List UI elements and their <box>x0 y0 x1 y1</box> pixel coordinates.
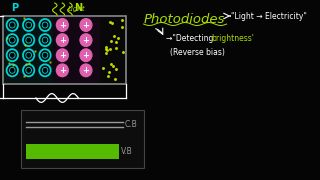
Text: +: + <box>83 21 90 30</box>
Text: +: + <box>59 51 66 60</box>
Text: Photodiodes: Photodiodes <box>144 13 225 26</box>
Circle shape <box>39 64 51 76</box>
Text: C.B: C.B <box>125 120 137 129</box>
Circle shape <box>56 48 69 62</box>
Text: "Light → Electricity": "Light → Electricity" <box>231 12 307 21</box>
Text: brightness': brightness' <box>212 33 254 42</box>
Text: +: + <box>83 51 90 60</box>
Circle shape <box>56 18 69 32</box>
Bar <box>100 17 125 83</box>
Circle shape <box>79 48 92 62</box>
Text: N: N <box>74 3 83 13</box>
Circle shape <box>39 34 51 46</box>
Circle shape <box>7 64 18 76</box>
Circle shape <box>39 19 51 31</box>
Bar <box>21 110 144 168</box>
Text: Light: Light <box>68 6 86 12</box>
Circle shape <box>23 64 34 76</box>
Circle shape <box>39 49 51 61</box>
Circle shape <box>23 19 34 31</box>
Text: V.B: V.B <box>121 147 133 156</box>
Circle shape <box>23 49 34 61</box>
Text: +: + <box>59 36 66 45</box>
Text: (Reverse bias): (Reverse bias) <box>170 48 225 57</box>
Circle shape <box>23 34 34 46</box>
Text: +: + <box>83 36 90 45</box>
Circle shape <box>56 63 69 77</box>
Circle shape <box>56 33 69 47</box>
Circle shape <box>79 63 92 77</box>
Bar <box>4 17 53 83</box>
Text: →"Detecting: →"Detecting <box>166 33 218 42</box>
Circle shape <box>7 34 18 46</box>
Text: +: + <box>83 66 90 75</box>
Text: +: + <box>59 66 66 75</box>
Circle shape <box>7 19 18 31</box>
Circle shape <box>7 49 18 61</box>
Circle shape <box>79 33 92 47</box>
Bar <box>3 16 126 84</box>
Text: +: + <box>59 21 66 30</box>
Bar <box>27 144 119 159</box>
Circle shape <box>79 18 92 32</box>
Text: P: P <box>12 3 19 13</box>
Bar <box>53 17 100 83</box>
